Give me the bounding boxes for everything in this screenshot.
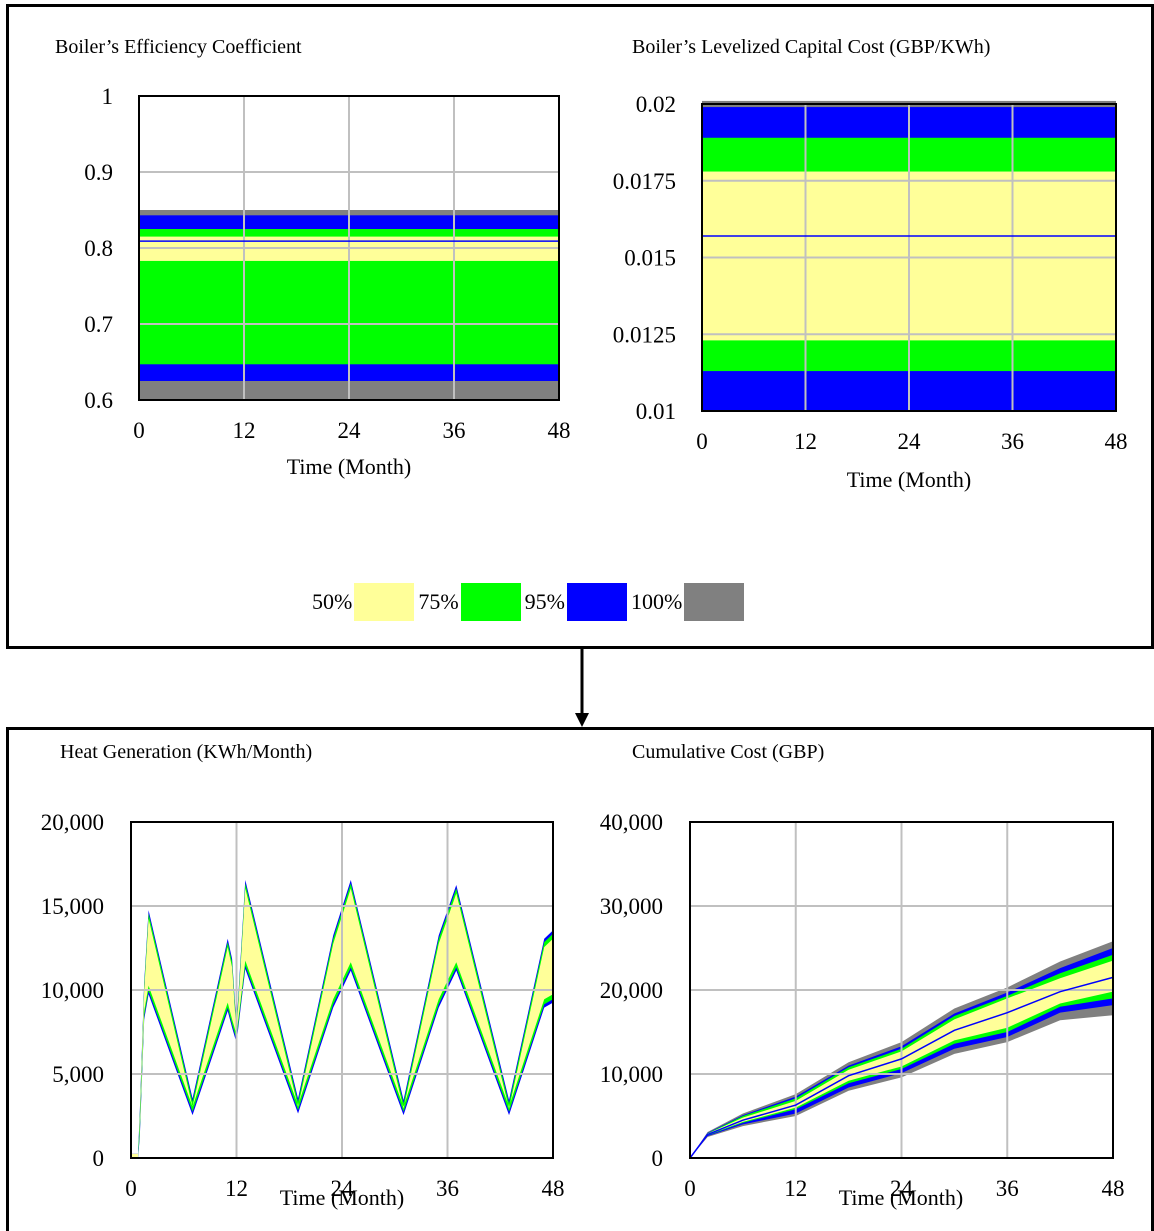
legend-swatch-2 xyxy=(460,583,521,621)
legend-label-3: 95% xyxy=(524,589,565,614)
chart-title-capital-cost: Boiler’s Levelized Capital Cost (GBP/KWh… xyxy=(632,36,991,58)
chart-1-xtick-label: 24 xyxy=(338,418,362,443)
chart-2-ytick-label: 0.02 xyxy=(636,92,676,117)
chart-1-xtick-label: 48 xyxy=(548,418,571,443)
chart-2-ytick-label: 0.0175 xyxy=(613,169,676,194)
chart-4-xtick-label: 24 xyxy=(890,1176,914,1201)
chart-4-xlabel: Time (Month) xyxy=(839,1185,963,1210)
chart-2-xtick-label: 12 xyxy=(794,429,817,454)
chart-1-ytick-label: 0.9 xyxy=(84,160,113,185)
chart-4-median-line xyxy=(689,976,1114,1159)
chart-title-efficiency: Boiler’s Efficiency Coefficient xyxy=(55,36,302,58)
chart-title-heat-generation: Heat Generation (KWh/Month) xyxy=(60,741,313,763)
chart-3-xlabel: Time (Month) xyxy=(280,1185,404,1210)
legend: 50% 75% 95% 100% xyxy=(312,582,748,622)
chart-4-xtick-label: 48 xyxy=(1102,1176,1125,1201)
chart-1-xlabel: Time (Month) xyxy=(287,454,411,479)
chart-1-xtick-label: 12 xyxy=(233,418,256,443)
chart-1-frame xyxy=(138,95,560,401)
chart-2-xlabel: Time (Month) xyxy=(847,467,971,492)
chart-1-ytick-label: 0.8 xyxy=(84,236,113,261)
chart-2-xtick-label: 0 xyxy=(696,429,708,454)
chart-3-ytick-label: 15,000 xyxy=(41,894,104,919)
chart-3-xtick-label: 36 xyxy=(436,1176,459,1201)
legend-label-1: 50% xyxy=(312,589,353,614)
chart-1-ytick-label: 1 xyxy=(102,84,114,109)
chart-1-ytick-label: 0.6 xyxy=(84,388,113,413)
chart-3-ytick-label: 20,000 xyxy=(41,810,104,835)
connector-arrow-head xyxy=(575,713,589,727)
legend-swatch-3 xyxy=(566,583,627,621)
bottom-panel xyxy=(6,727,1154,1231)
chart-3-xtick-label: 24 xyxy=(331,1176,355,1201)
chart-title-cumulative-cost: Cumulative Cost (GBP) xyxy=(632,741,825,763)
chart-3-frame xyxy=(130,821,554,1159)
chart-1-xtick-label: 36 xyxy=(443,418,466,443)
chart-2-ytick-label: 0.015 xyxy=(624,246,676,271)
chart-2-ytick-label: 0.0125 xyxy=(613,322,676,347)
chart-2-xtick-label: 48 xyxy=(1105,429,1128,454)
chart-3-xtick-label: 0 xyxy=(125,1176,137,1201)
chart-1-xtick-label: 0 xyxy=(133,418,145,443)
chart-4-xtick-label: 12 xyxy=(784,1176,807,1201)
chart-4-ytick-label: 0 xyxy=(652,1146,664,1171)
legend-swatch-1 xyxy=(354,583,415,621)
chart-2-frame xyxy=(701,103,1117,412)
chart-2-ytick-label: 0.01 xyxy=(636,399,676,424)
legend-label-2: 75% xyxy=(418,589,459,614)
chart-4-ytick-label: 20,000 xyxy=(600,978,663,1003)
chart-4-xtick-label: 36 xyxy=(996,1176,1019,1201)
chart-2-xtick-label: 24 xyxy=(898,429,922,454)
chart-3-xtick-label: 12 xyxy=(225,1176,248,1201)
chart-2-xtick-label: 36 xyxy=(1001,429,1024,454)
chart-3-ytick-label: 0 xyxy=(93,1146,105,1171)
chart-3-ytick-label: 10,000 xyxy=(41,978,104,1003)
chart-4-ytick-label: 40,000 xyxy=(600,810,663,835)
chart-3-xtick-label: 48 xyxy=(542,1176,565,1201)
chart-4-ytick-label: 10,000 xyxy=(600,1062,663,1087)
chart-4-xtick-label: 0 xyxy=(684,1176,696,1201)
chart-4-ytick-label: 30,000 xyxy=(600,894,663,919)
legend-label-4: 100% xyxy=(630,589,683,614)
chart-1-ytick-label: 0.7 xyxy=(84,312,113,337)
legend-swatch-4 xyxy=(684,583,745,621)
chart-3-ytick-label: 5,000 xyxy=(52,1062,104,1087)
chart-4-frame xyxy=(689,821,1114,1159)
